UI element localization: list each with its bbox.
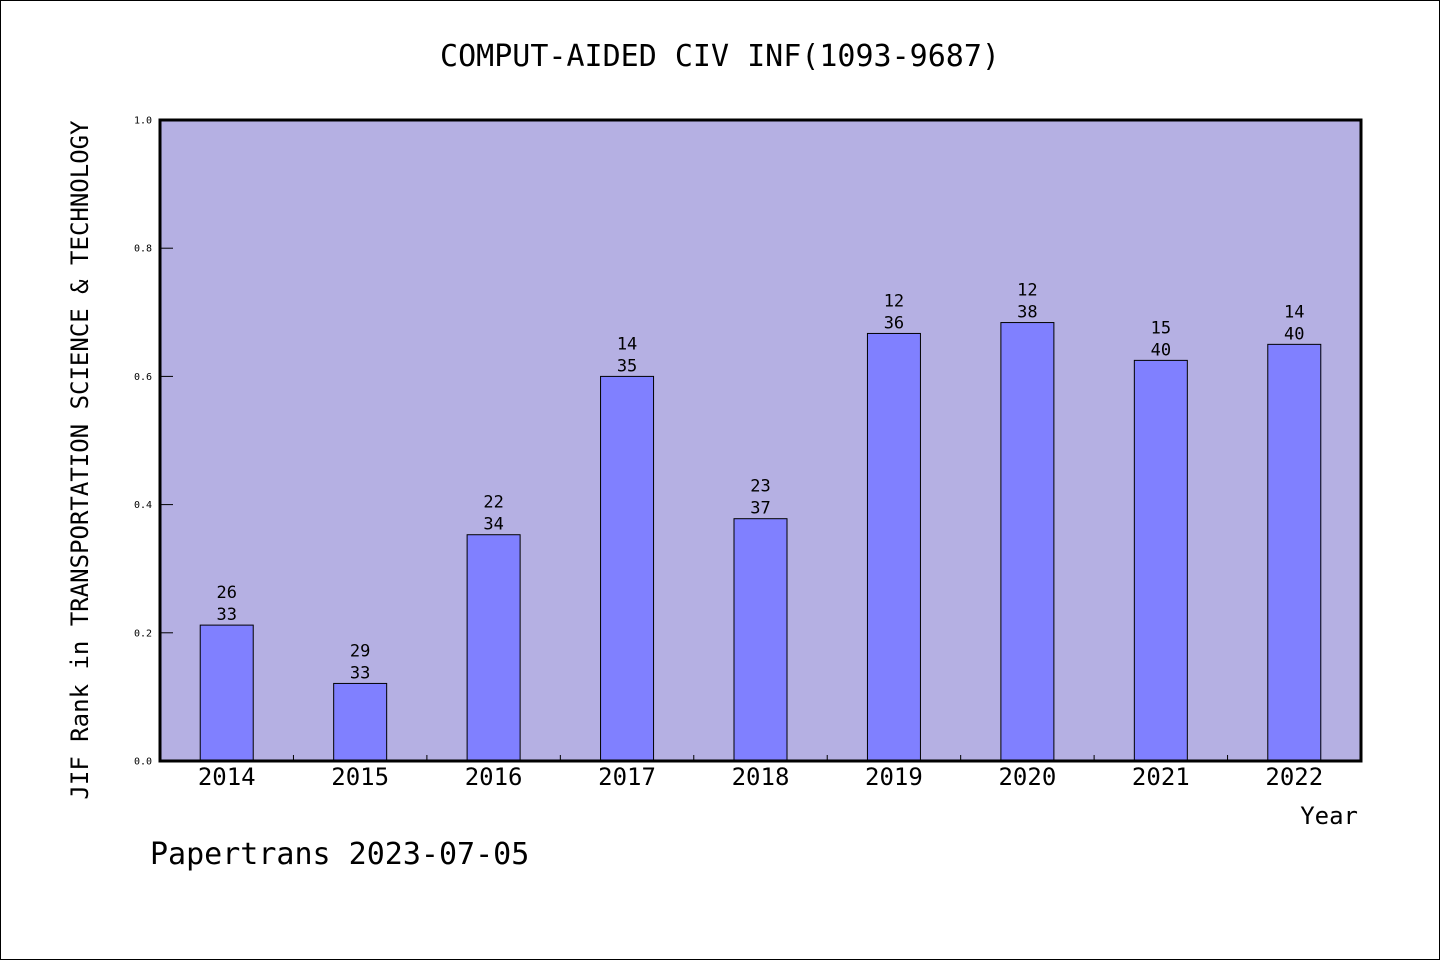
x-tick-label: 2020	[998, 763, 1056, 791]
bar-rank-label: 12	[1017, 281, 1037, 301]
plot-border	[158, 118, 1363, 763]
bar-2019	[866, 332, 921, 762]
y-tick-label: 0.2	[134, 628, 152, 639]
y-tick-label: 0.6	[134, 372, 152, 383]
bar-2015	[333, 682, 388, 762]
x-axis-label: Year	[1300, 802, 1358, 830]
bar-2017	[600, 375, 655, 762]
x-tick-label: 2021	[1132, 763, 1190, 791]
y-tick-label: 0.0	[134, 757, 152, 768]
y-tick-label: 1.0	[134, 116, 152, 127]
bar-2016	[466, 534, 521, 762]
bar-rank-label: 29	[350, 641, 370, 661]
bar-total-label: 40	[1284, 324, 1304, 344]
bar-total-label: 36	[884, 313, 904, 333]
bar-total-label: 33	[216, 605, 236, 625]
x-tick-label: 2018	[732, 763, 790, 791]
bar-rank-label: 15	[1151, 318, 1171, 338]
bar-total-label: 34	[483, 515, 503, 535]
bar-rank-label: 12	[884, 291, 904, 311]
bar-total-label: 33	[350, 663, 370, 683]
bar-total-label: 38	[1017, 303, 1037, 323]
bar-rank-label: 26	[216, 583, 236, 603]
x-tick-label: 2015	[331, 763, 389, 791]
x-tick-label: 2016	[465, 763, 523, 791]
x-tick-label: 2017	[598, 763, 656, 791]
bar-rank-label: 14	[617, 334, 637, 354]
bar-total-label: 35	[617, 356, 637, 376]
x-tick-label: 2019	[865, 763, 923, 791]
bar-rank-label: 14	[1284, 302, 1304, 322]
bar-total-label: 37	[750, 499, 770, 519]
bar-2020	[1000, 322, 1055, 762]
bar-2022	[1267, 343, 1322, 762]
y-axis-label: JIF Rank in TRANSPORTATION SCIENCE & TEC…	[66, 120, 94, 800]
y-tick-label: 0.4	[134, 500, 152, 511]
bar-total-label: 40	[1151, 340, 1171, 360]
y-tick-label: 0.8	[134, 244, 152, 255]
bar-rank-label: 23	[750, 477, 770, 497]
bar-rank-label: 22	[483, 493, 503, 513]
x-tick-label: 2014	[198, 763, 256, 791]
bar-2018	[733, 518, 788, 762]
bar-2021	[1133, 359, 1188, 762]
bar-2014	[199, 624, 254, 762]
chart-title: COMPUT-AIDED CIV INF(1093-9687)	[440, 39, 1000, 74]
footer-text: Papertrans 2023-07-05	[150, 837, 529, 872]
x-tick-label: 2022	[1265, 763, 1323, 791]
